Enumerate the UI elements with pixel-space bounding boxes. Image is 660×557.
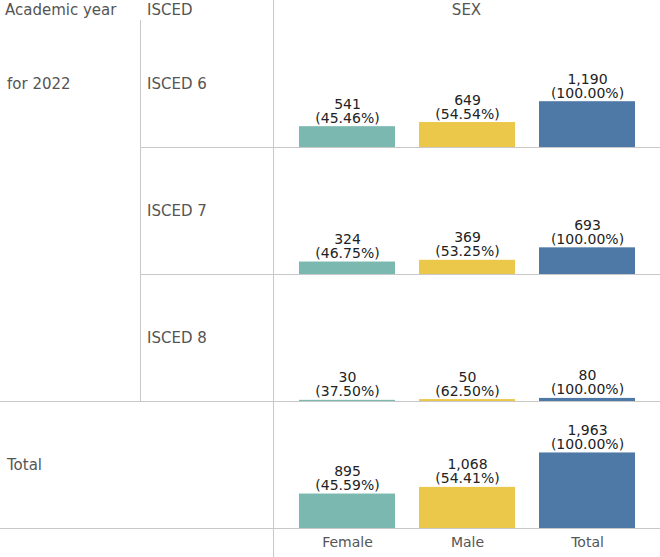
svg-text:Female: Female (322, 534, 373, 550)
svg-text:Total: Total (570, 534, 604, 550)
html-text:ISCED 7: ISCED 7 (147, 201, 207, 220)
svg-text:324(46.75%): 324(46.75%) (315, 231, 379, 261)
svg-text:895(45.59%): 895(45.59%) (315, 463, 379, 493)
svg-text:Male: Male (451, 534, 484, 550)
svg-text:693(100.00%): 693(100.00%) (551, 217, 624, 247)
html-text:ISCED: ISCED (147, 1, 193, 19)
svg-text:369(53.25%): 369(53.25%) (435, 229, 499, 259)
svg-text:80(100.00%): 80(100.00%) (551, 367, 624, 397)
html-text:Academic year: Academic year (5, 1, 117, 19)
svg-text:30(37.50%): 30(37.50%) (315, 369, 379, 399)
html-text:Total: Total (7, 455, 42, 474)
svg-text:50(62.50%): 50(62.50%) (435, 369, 499, 399)
svg-text:1,068(54.41%): 1,068(54.41%) (435, 456, 499, 486)
html-text:ISCED 8: ISCED 8 (147, 328, 207, 347)
svg-text:541(45.46%): 541(45.46%) (315, 96, 379, 126)
svg-text:1,963(100.00%): 1,963(100.00%) (551, 422, 624, 452)
html-text:SEX: SEX (451, 1, 482, 19)
html-text:for 2022: for 2022 (7, 74, 71, 93)
html-text:ISCED 6: ISCED 6 (147, 74, 207, 93)
svg-text:1,190(100.00%): 1,190(100.00%) (551, 71, 624, 101)
svg-text:649(54.54%): 649(54.54%) (435, 92, 499, 122)
